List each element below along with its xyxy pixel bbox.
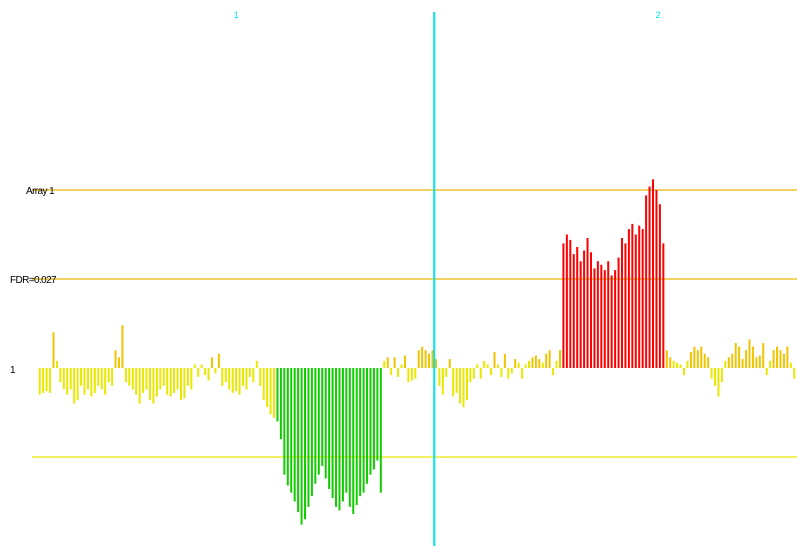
chromosome-label: 1 [234, 10, 239, 20]
reference-line-label: Array 1 [26, 186, 55, 197]
reference-line-labels: Array 1 FDR=0.027 [10, 186, 58, 286]
reference-lines [32, 189, 797, 458]
bars [38, 179, 796, 525]
baseline-label: 1 [10, 365, 16, 376]
chromosome-label: 2 [656, 10, 661, 20]
reference-line-label: FDR=0.027 [10, 275, 57, 286]
